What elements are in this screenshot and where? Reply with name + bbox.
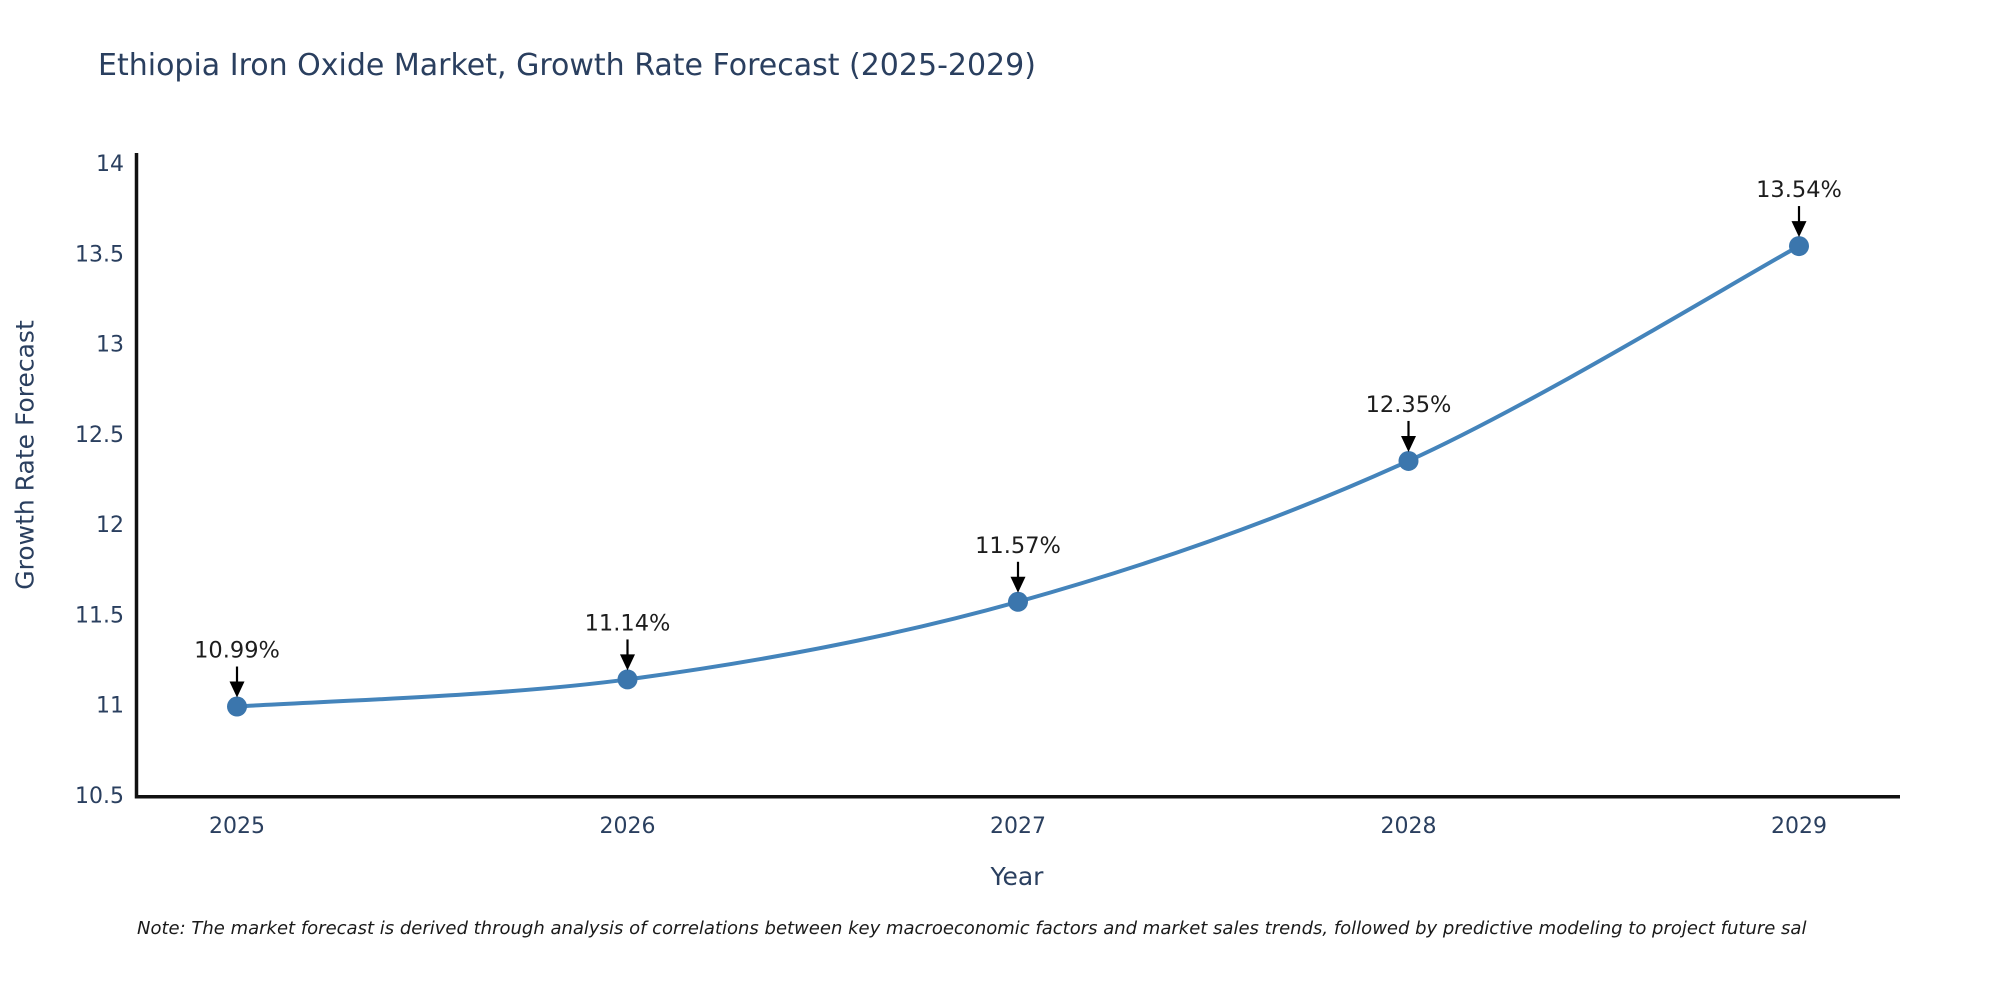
x-tick-label: 2028 — [1381, 814, 1437, 839]
y-tick-label: 12.5 — [75, 423, 124, 448]
data-point-marker — [617, 669, 638, 690]
annotation-arrow-head — [620, 654, 635, 671]
y-tick-label: 11.5 — [75, 603, 124, 628]
data-point-marker — [1398, 450, 1419, 471]
annotation-arrow-head — [229, 681, 245, 698]
x-tick-label: 2025 — [209, 814, 265, 839]
y-tick-label: 11 — [96, 694, 124, 719]
y-tick-label: 13.5 — [75, 242, 124, 267]
annotation-arrow-head — [1010, 576, 1026, 593]
data-point-label: 12.35% — [1366, 392, 1452, 418]
x-axis-title: Year — [990, 862, 1044, 891]
y-tick-label: 10.5 — [75, 784, 124, 809]
chart-title: Ethiopia Iron Oxide Market, Growth Rate … — [98, 48, 1036, 83]
data-point-label: 10.99% — [194, 638, 280, 664]
data-point-marker — [1789, 236, 1809, 257]
footnote: Note: The market forecast is derived thr… — [137, 918, 1807, 939]
y-tick-label: 14 — [96, 152, 124, 177]
data-point-marker — [1008, 591, 1028, 612]
data-point-label: 13.54% — [1756, 177, 1842, 203]
annotation-arrow-head — [1791, 221, 1807, 238]
y-tick-label: 12 — [96, 513, 124, 538]
x-tick-label: 2026 — [600, 814, 656, 839]
data-point-label: 11.57% — [975, 533, 1061, 559]
annotation-arrow-head — [1401, 435, 1416, 452]
x-tick-label: 2029 — [1771, 814, 1827, 839]
x-tick-label: 2027 — [990, 814, 1046, 839]
data-point-marker — [227, 696, 247, 717]
y-tick-label: 13 — [96, 333, 124, 358]
data-point-label: 11.14% — [585, 610, 671, 636]
forecast-line — [236, 244, 1800, 709]
